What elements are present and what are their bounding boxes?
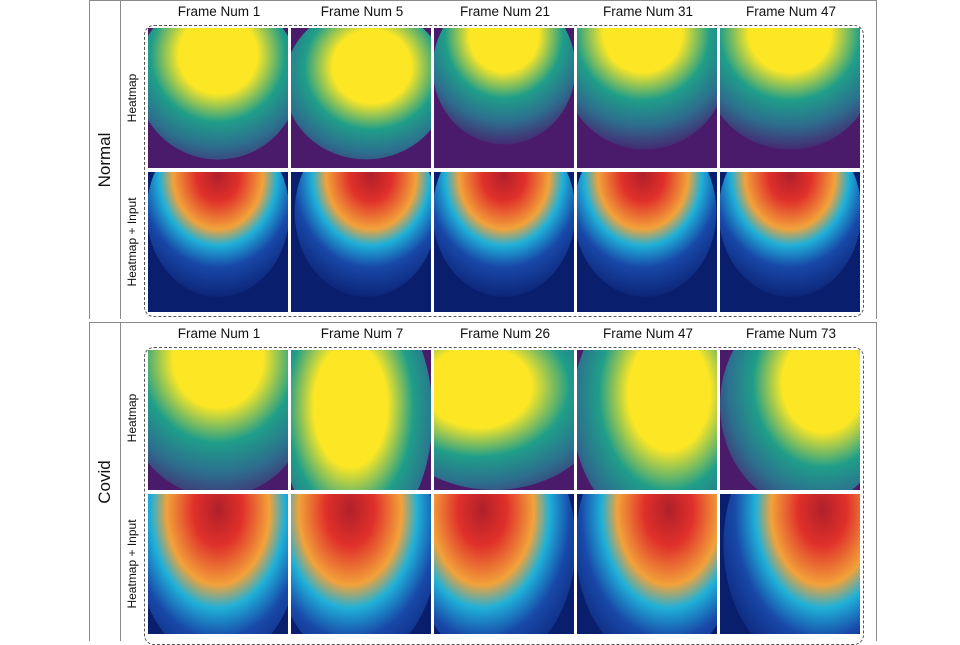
normal-heatmap-tile bbox=[291, 28, 431, 168]
frame-title: Frame Num 26 bbox=[459, 326, 551, 341]
covid-heatmap-tile bbox=[148, 350, 288, 490]
normal-overlay-tile bbox=[148, 172, 288, 312]
covid-overlay-tile bbox=[148, 494, 288, 634]
frame-title: Frame Num 7 bbox=[320, 326, 404, 341]
normal-frame-titles: Frame Num 1 Frame Num 5 Frame Num 21 Fra… bbox=[148, 0, 862, 22]
group-label-normal: Normal bbox=[90, 1, 121, 319]
normal-overlay-tile bbox=[434, 172, 574, 312]
covid-overlay-tile bbox=[434, 494, 574, 634]
normal-heatmap-tile bbox=[434, 28, 574, 168]
normal-overlay-tile bbox=[291, 172, 431, 312]
frame-title: Frame Num 47 bbox=[745, 4, 837, 19]
row-label-heatmap-input: Heatmap + Input bbox=[125, 519, 139, 609]
covid-overlay-tile bbox=[291, 494, 431, 634]
group-label-covid: Covid bbox=[90, 323, 121, 641]
normal-heatmap-tile bbox=[720, 28, 860, 168]
covid-overlay-tile bbox=[577, 494, 717, 634]
frame-title: Frame Num 1 bbox=[177, 4, 261, 19]
normal-heatmap-tile bbox=[577, 28, 717, 168]
row-label-heatmap: Heatmap bbox=[125, 393, 139, 443]
frame-title: Frame Num 73 bbox=[745, 326, 837, 341]
covid-heatmap-tile bbox=[434, 350, 574, 490]
frame-title: Frame Num 5 bbox=[320, 4, 404, 19]
frame-title: Frame Num 21 bbox=[459, 4, 551, 19]
normal-overlay-tile bbox=[720, 172, 860, 312]
frame-title: Frame Num 1 bbox=[177, 326, 261, 341]
frame-title: Frame Num 47 bbox=[602, 326, 694, 341]
normal-heatmap-tile bbox=[148, 28, 288, 168]
normal-overlay-tile bbox=[577, 172, 717, 312]
covid-frame-titles: Frame Num 1 Frame Num 7 Frame Num 26 Fra… bbox=[148, 322, 862, 344]
covid-heatmap-tile bbox=[291, 350, 431, 490]
covid-heatmap-tile bbox=[577, 350, 717, 490]
row-label-heatmap: Heatmap bbox=[125, 73, 139, 123]
row-label-heatmap-input: Heatmap + Input bbox=[125, 197, 139, 287]
covid-heatmap-tile bbox=[720, 350, 860, 490]
frame-title: Frame Num 31 bbox=[602, 4, 694, 19]
normal-tiles-frame bbox=[144, 25, 864, 317]
covid-overlay-tile bbox=[720, 494, 860, 634]
